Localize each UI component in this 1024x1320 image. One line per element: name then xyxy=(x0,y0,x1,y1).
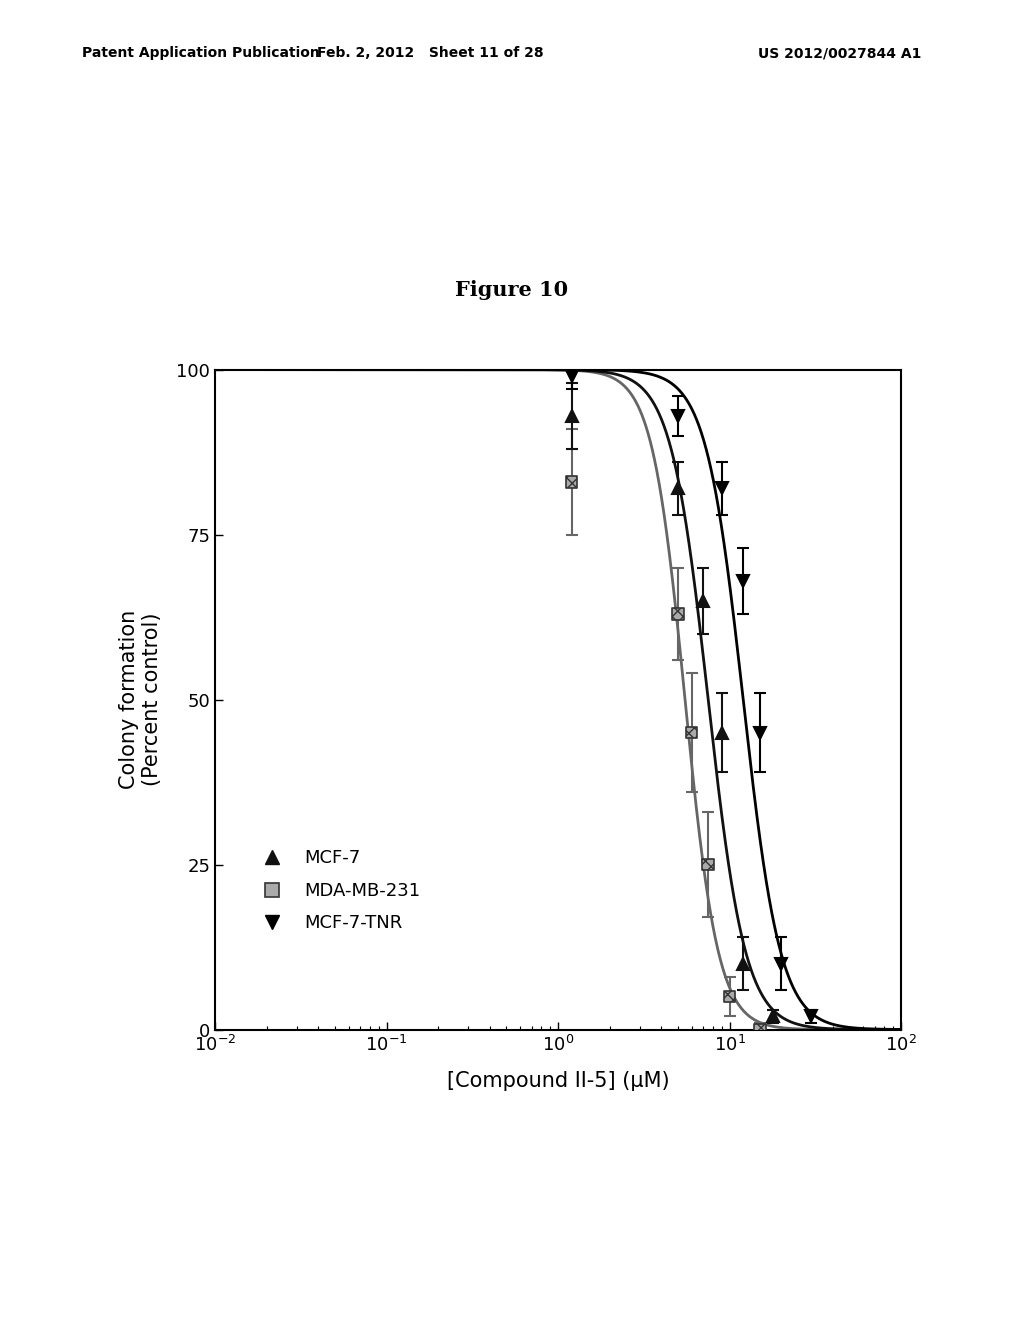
Text: Feb. 2, 2012   Sheet 11 of 28: Feb. 2, 2012 Sheet 11 of 28 xyxy=(316,46,544,61)
X-axis label: [Compound II-5] (μM): [Compound II-5] (μM) xyxy=(446,1072,670,1092)
Legend: MCF-7, MDA-MB-231, MCF-7-TNR: MCF-7, MDA-MB-231, MCF-7-TNR xyxy=(245,841,429,941)
Text: Figure 10: Figure 10 xyxy=(456,280,568,301)
MDA-MB-231 xyxy=(683,722,699,743)
MDA-MB-231 xyxy=(563,471,580,492)
MDA-MB-231 xyxy=(700,854,717,875)
Text: US 2012/0027844 A1: US 2012/0027844 A1 xyxy=(758,46,922,61)
MDA-MB-231 xyxy=(670,603,686,624)
Y-axis label: Colony formation
(Percent control): Colony formation (Percent control) xyxy=(119,610,163,789)
MDA-MB-231 xyxy=(721,986,737,1007)
Text: Patent Application Publication: Patent Application Publication xyxy=(82,46,319,61)
MDA-MB-231 xyxy=(752,1019,768,1040)
